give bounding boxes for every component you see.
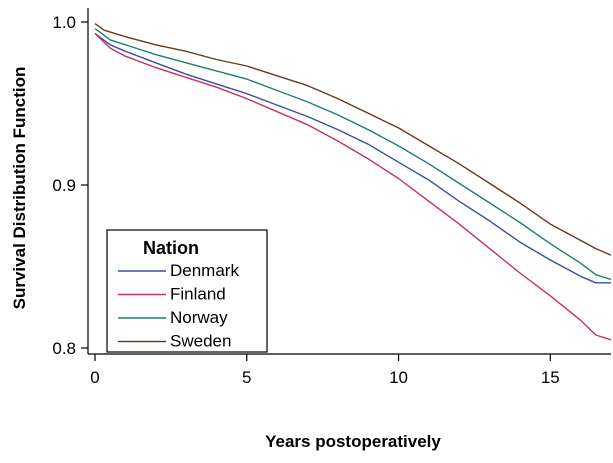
series-line-denmark bbox=[94, 32, 611, 284]
legend: Nation Denmark Finland Norway Sweden bbox=[106, 229, 268, 353]
legend-label-norway: Norway bbox=[170, 308, 228, 327]
ticks-layer: 0 5 10 15 0.8 0.9 1.0 bbox=[52, 13, 559, 387]
series-line-norway bbox=[94, 27, 612, 281]
x-tick-label: 5 bbox=[242, 368, 251, 387]
legend-label-denmark: Denmark bbox=[170, 261, 239, 280]
legend-title: Nation bbox=[143, 238, 199, 258]
axes bbox=[87, 8, 611, 355]
y-tick-label: 0.9 bbox=[52, 176, 76, 195]
legend-box bbox=[106, 229, 268, 353]
series-line-finland bbox=[94, 32, 612, 341]
x-tick-label: 0 bbox=[90, 368, 99, 387]
legend-items: Denmark Finland Norway Sweden bbox=[118, 261, 239, 351]
legend-label-finland: Finland bbox=[170, 285, 226, 304]
x-tick-label: 15 bbox=[541, 368, 560, 387]
series-line-sweden bbox=[94, 23, 612, 256]
y-tick-label: 0.8 bbox=[52, 339, 76, 358]
y-axis-title: Survival Distribution Function bbox=[10, 67, 29, 310]
x-tick-label: 10 bbox=[389, 368, 408, 387]
x-axis-title: Years postoperatively bbox=[265, 432, 441, 451]
y-tick-label: 1.0 bbox=[52, 13, 76, 32]
legend-label-sweden: Sweden bbox=[170, 332, 231, 351]
series-layer bbox=[94, 23, 612, 341]
